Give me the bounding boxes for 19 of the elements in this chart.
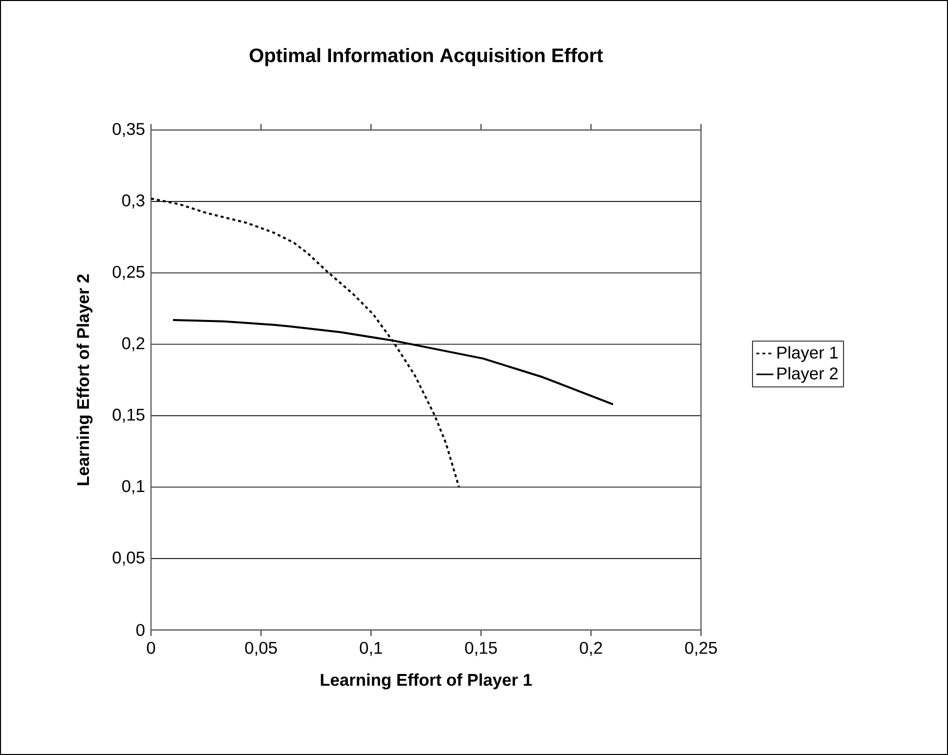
legend-label: Player 2 xyxy=(778,367,838,383)
y-tick-label: 0,25 xyxy=(112,266,144,280)
x-tick-label: 0,1 xyxy=(360,642,382,656)
y-axis-title: Learning Effort of Player 2 xyxy=(76,274,93,486)
y-tick-label: 0,35 xyxy=(112,122,144,138)
y-tick-label: 0,15 xyxy=(112,408,144,423)
x-tick-label: 0,05 xyxy=(245,642,277,656)
y-tick-label: 0,1 xyxy=(122,480,144,494)
y-tick-label: 0,2 xyxy=(122,337,144,352)
legend-label: Player 1 xyxy=(778,346,838,362)
y-tick-label: 0 xyxy=(136,624,144,636)
x-axis-title: Learning Effort of Player 1 xyxy=(320,673,532,690)
y-tick-label: 0,3 xyxy=(122,194,144,208)
y-tick-label: 0,05 xyxy=(112,552,144,566)
x-tick-label: 0,2 xyxy=(580,642,602,656)
x-tick-label: 0,15 xyxy=(465,642,497,656)
chart-title: Optimal Information Acquisition Effort xyxy=(250,48,603,66)
x-tick-label: 0 xyxy=(146,642,156,654)
x-tick-label: 0,25 xyxy=(685,642,717,656)
